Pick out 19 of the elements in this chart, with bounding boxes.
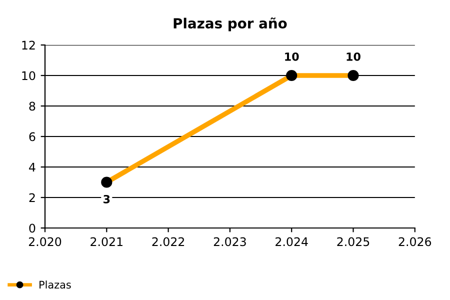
data-label: 10 [346, 52, 360, 61]
y-tick-label: 4 [29, 162, 36, 172]
y-tick-label: 10 [22, 71, 36, 80]
x-tick-label: 2.024 [276, 237, 308, 246]
x-tick-label: 2.020 [28, 237, 62, 246]
y-tick-label: 12 [22, 40, 35, 50]
x-tick-label: 2.022 [152, 237, 184, 246]
y-tick-label: 0 [29, 224, 36, 233]
y-tick-label: 2 [29, 193, 35, 202]
x-tick-label: 2.025 [337, 237, 370, 246]
y-tick-label: 8 [29, 102, 36, 111]
x-tick-label: 2.026 [398, 237, 432, 246]
data-label: 3 [104, 194, 110, 204]
y-tick-label: 6 [29, 132, 36, 142]
legend-label: Plazas [40, 280, 71, 289]
chart-title: Plazas por año [174, 18, 287, 32]
data-label: 10 [285, 52, 299, 61]
x-tick-label: 2.023 [214, 237, 246, 246]
x-tick-label: 2.021 [90, 237, 122, 246]
